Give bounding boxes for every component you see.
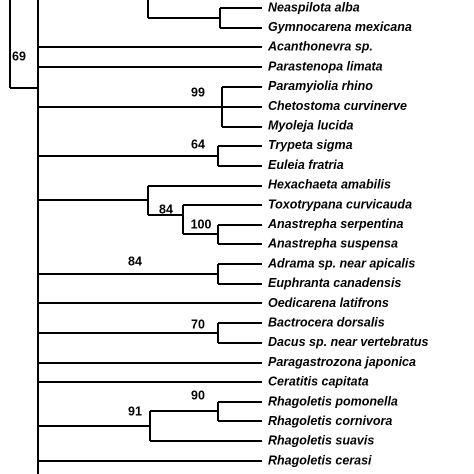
taxon-label: Adrama sp. near apicalis	[267, 256, 415, 270]
taxon-label: Chetostoma curvinerve	[268, 99, 407, 113]
taxon-label: Rhagoletis cerasi	[268, 453, 372, 467]
support-value: 99	[191, 85, 205, 99]
taxon-label: Myoleja lucida	[268, 118, 353, 132]
branches	[9, 0, 262, 474]
taxon-label: Anastrepha suspensa	[267, 237, 398, 251]
support-value: 84	[159, 202, 173, 216]
taxon-label: Paragastrozona japonica	[268, 355, 416, 369]
support-value: 90	[191, 388, 205, 402]
taxon-label: Euleia fratria	[268, 158, 344, 172]
support-value: 64	[191, 137, 205, 151]
taxon-label: Euphranta canadensis	[268, 276, 401, 290]
support-value: 70	[191, 317, 205, 331]
taxon-label: Neaspilota alba	[268, 0, 360, 14]
taxon-label: Toxotrypana curvicauda	[268, 197, 412, 211]
taxon-label: Parastenopa limata	[268, 59, 383, 73]
taxon-label: Rhagoletis cornivora	[268, 414, 392, 428]
taxon-label: Trypeta sigma	[268, 138, 353, 152]
taxon-label: Ceratitis capitata	[268, 375, 369, 389]
taxon-label: Paramyiolia rhino	[268, 79, 373, 93]
taxon-label: Gymnocarena mexicana	[268, 20, 412, 34]
taxon-label: Oedicarena latifrons	[268, 296, 389, 310]
taxon-label: Rhagoletis suavis	[268, 434, 374, 448]
taxon-label: Anastrepha serpentina	[267, 217, 404, 231]
taxon-label: Acanthonevra sp.	[267, 40, 373, 54]
support-values: 69 99 64 84 100 84 70 90 91	[12, 49, 211, 418]
support-value: 84	[128, 254, 142, 268]
support-value: 69	[12, 49, 26, 63]
support-value: 91	[128, 404, 142, 418]
taxa: Neaspilota alba Gymnocarena mexicana Acant…	[267, 0, 429, 467]
support-value: 100	[191, 217, 212, 231]
taxon-label: Hexachaeta amabilis	[268, 178, 391, 192]
taxon-label: Dacus sp. near vertebratus	[268, 335, 429, 349]
taxon-label: Rhagoletis pomonella	[268, 394, 398, 408]
taxon-label: Bactrocera dorsalis	[268, 315, 385, 329]
